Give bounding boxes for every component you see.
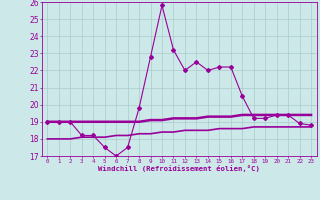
X-axis label: Windchill (Refroidissement éolien,°C): Windchill (Refroidissement éolien,°C) [98, 165, 260, 172]
